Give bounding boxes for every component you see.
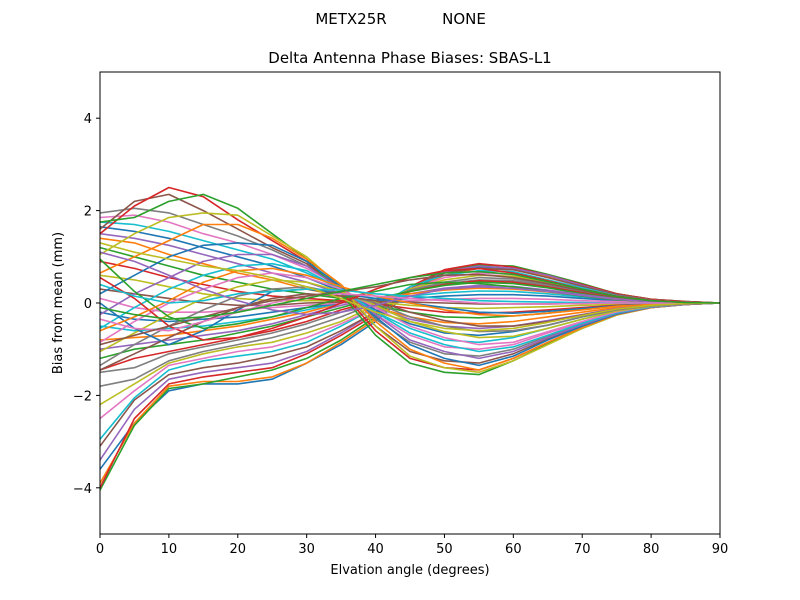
y-tick-label: −2	[73, 389, 92, 404]
x-tick-label: 40	[367, 542, 384, 557]
series-line-39	[100, 285, 720, 367]
x-axis: 0 10 20 30 40 50 60 70 80 90	[96, 534, 728, 557]
series-layer	[100, 186, 720, 491]
series-line-50	[100, 270, 720, 321]
series-line-47	[100, 292, 720, 332]
x-tick-label: 80	[643, 542, 660, 557]
x-tick-label: 60	[505, 542, 522, 557]
x-tick-label: 90	[712, 542, 729, 557]
series-line-48	[100, 242, 720, 332]
x-tick-label: 50	[436, 542, 453, 557]
series-line-20	[100, 274, 720, 310]
x-tick-label: 30	[298, 542, 315, 557]
series-line-36	[100, 262, 720, 353]
y-tick-label: 4	[84, 112, 92, 127]
y-tick-label: −4	[73, 482, 92, 497]
suptitle-radome: NONE	[442, 10, 486, 28]
x-tick-label: 10	[161, 542, 178, 557]
suptitle-antenna: METX25R	[315, 10, 386, 28]
series-line-46	[100, 251, 720, 316]
chart-title: Delta Antenna Phase Biases: SBAS-L1	[268, 49, 551, 67]
series-line-34	[100, 242, 720, 367]
x-axis-label: Elvation angle (degrees)	[330, 563, 489, 578]
x-tick-label: 70	[574, 542, 591, 557]
y-axis-label: Bias from mean (mm)	[51, 232, 66, 374]
series-line-18	[100, 297, 720, 314]
y-tick-label: 2	[84, 205, 92, 220]
y-axis: −4 −2 0 2 4	[73, 112, 100, 497]
series-line-44	[100, 267, 720, 332]
x-tick-label: 0	[96, 542, 104, 557]
x-tick-label: 20	[230, 542, 247, 557]
y-tick-label: 0	[84, 297, 92, 312]
